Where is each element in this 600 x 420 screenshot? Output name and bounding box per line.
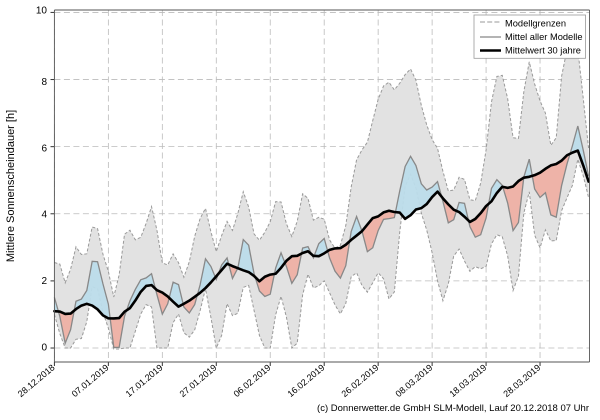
svg-text:0: 0 xyxy=(41,343,47,354)
svg-text:10: 10 xyxy=(36,6,48,17)
svg-text:Mittel aller Modelle: Mittel aller Modelle xyxy=(505,32,583,42)
svg-text:4: 4 xyxy=(41,210,47,221)
svg-text:Mittelwert 30 jahre: Mittelwert 30 jahre xyxy=(505,46,581,56)
svg-text:Mittlere Sonnenscheindauer [h]: Mittlere Sonnenscheindauer [h] xyxy=(5,110,17,262)
svg-text:2: 2 xyxy=(41,276,47,287)
svg-text:6: 6 xyxy=(41,144,47,155)
svg-text:8: 8 xyxy=(41,77,47,88)
svg-text:Modellgrenzen: Modellgrenzen xyxy=(505,19,566,29)
